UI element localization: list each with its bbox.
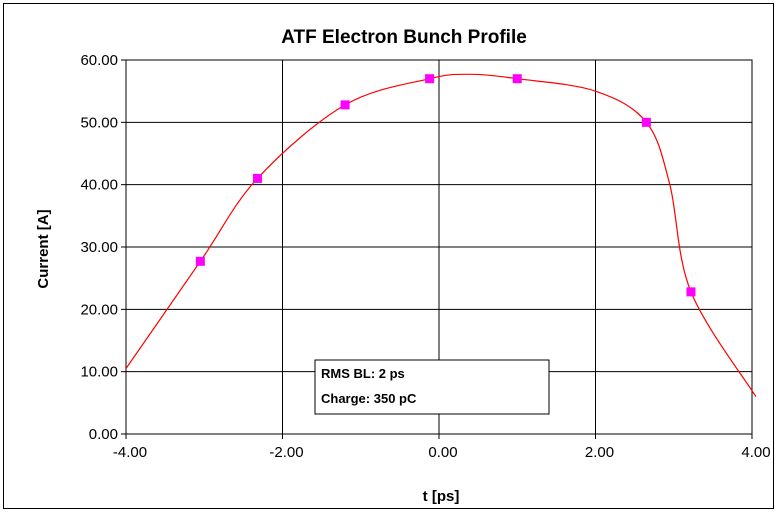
y-tick-label: 30.00 — [80, 239, 118, 256]
y-tick-label: 60.00 — [80, 52, 118, 69]
y-tick-label: 20.00 — [80, 301, 118, 318]
x-tick-label: 2.00 — [585, 444, 614, 461]
data-point — [512, 74, 522, 84]
x-tick-label: -2.00 — [269, 444, 303, 461]
tick-labels: 0.00 10.00 20.00 30.00 40.00 50.00 60.00 -4.00 -… — [80, 52, 770, 461]
data-point — [641, 117, 651, 127]
y-tick-label: 40.00 — [80, 177, 118, 194]
grid — [121, 59, 753, 439]
annotation-rms: RMS BL: 2 ps — [321, 366, 405, 381]
y-axis-label: Current [A] — [35, 209, 52, 288]
chart-title: ATF Electron Bunch Profile — [281, 27, 527, 48]
data-point — [195, 256, 205, 266]
y-tick-label: 0.00 — [89, 426, 118, 443]
annotation-charge: Charge: 350 pC — [321, 391, 417, 406]
chart-frame — [3, 3, 774, 509]
y-tick-label: 10.00 — [80, 364, 118, 381]
data-point — [340, 100, 350, 110]
annotation-box: RMS BL: 2 ps Charge: 350 pC — [314, 359, 550, 415]
plot-area — [125, 59, 753, 435]
data-point — [425, 74, 435, 84]
x-tick-label: -4.00 — [113, 444, 147, 461]
x-axis-label: t [ps] — [423, 488, 460, 505]
y-tick-label: 50.00 — [80, 114, 118, 131]
x-tick-label: 4.00 — [741, 444, 770, 461]
data-point — [686, 287, 696, 297]
series — [125, 73, 757, 397]
fit-curve — [125, 73, 757, 397]
x-tick-label: 0.00 — [428, 444, 457, 461]
data-point — [252, 173, 262, 183]
